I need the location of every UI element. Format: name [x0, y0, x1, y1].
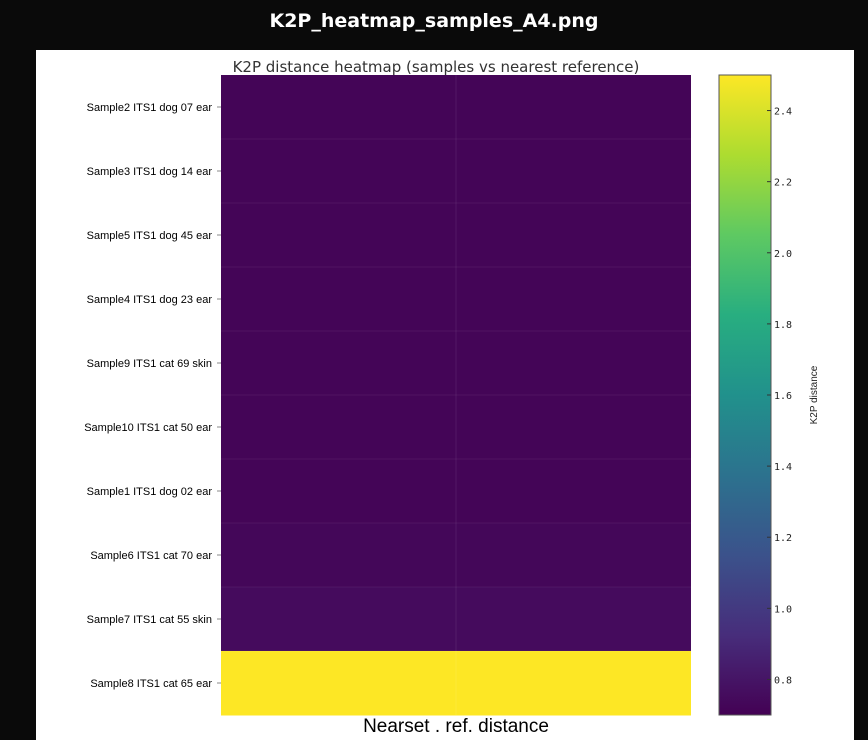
- heatmap-cell: [221, 203, 691, 268]
- row-label: Sample4 ITS1 dog 23 ear: [87, 294, 213, 306]
- row-label: Sample5 ITS1 dog 45 ear: [87, 230, 213, 242]
- colorbar-tick-label: 1.0: [774, 604, 792, 615]
- row-label: Sample10 ITS1 cat 50 ear: [84, 422, 212, 434]
- x-axis-label: Nearset . ref. distance: [363, 716, 549, 737]
- heatmap-cell: [221, 139, 691, 204]
- colorbar-tick-label: 2.4: [774, 107, 792, 118]
- heatmap-cell: [221, 395, 691, 460]
- row-label: Sample7 ITS1 cat 55 skin: [87, 614, 212, 626]
- colorbar-tick-label: 2.2: [774, 178, 792, 189]
- chart-title: K2P distance heatmap (samples vs nearest…: [232, 58, 640, 76]
- heatmap-cell: [221, 459, 691, 524]
- row-label: Sample6 ITS1 cat 70 ear: [90, 550, 212, 562]
- colorbar-tick-label: 2.0: [774, 249, 792, 260]
- colorbar-tick-label: 0.8: [774, 675, 792, 686]
- colorbar-tick-label: 1.2: [774, 533, 792, 544]
- colorbar-tick-label: 1.6: [774, 391, 792, 402]
- heatmap-cell: [221, 75, 691, 140]
- row-label: Sample3 ITS1 dog 14 ear: [87, 166, 213, 178]
- colorbar-label: K2P distance: [809, 365, 820, 424]
- row-label: Sample1 ITS1 dog 02 ear: [87, 486, 213, 498]
- heatmap-cell: [221, 523, 691, 588]
- chart-figure: K2P distance heatmap (samples vs nearest…: [36, 50, 854, 740]
- heatmap-chart: Sample2 ITS1 dog 07 ear Sample3 ITS1 dog …: [84, 74, 820, 716]
- colorbar-tick-label: 1.4: [774, 462, 792, 473]
- colorbar: [718, 74, 772, 716]
- heatmap-cell: [221, 331, 691, 396]
- window-title: K2P_heatmap_samples_A4.png: [269, 10, 599, 32]
- heatmap-cell: [221, 651, 691, 716]
- heatmap-cell: [221, 267, 691, 332]
- row-label: Sample9 ITS1 cat 69 skin: [87, 358, 212, 370]
- heatmap-cell: [221, 587, 691, 652]
- colorbar-tick-label: 1.8: [774, 320, 792, 331]
- row-label: Sample2 ITS1 dog 07 ear: [87, 102, 213, 114]
- row-label: Sample8 ITS1 cat 65 ear: [90, 678, 212, 690]
